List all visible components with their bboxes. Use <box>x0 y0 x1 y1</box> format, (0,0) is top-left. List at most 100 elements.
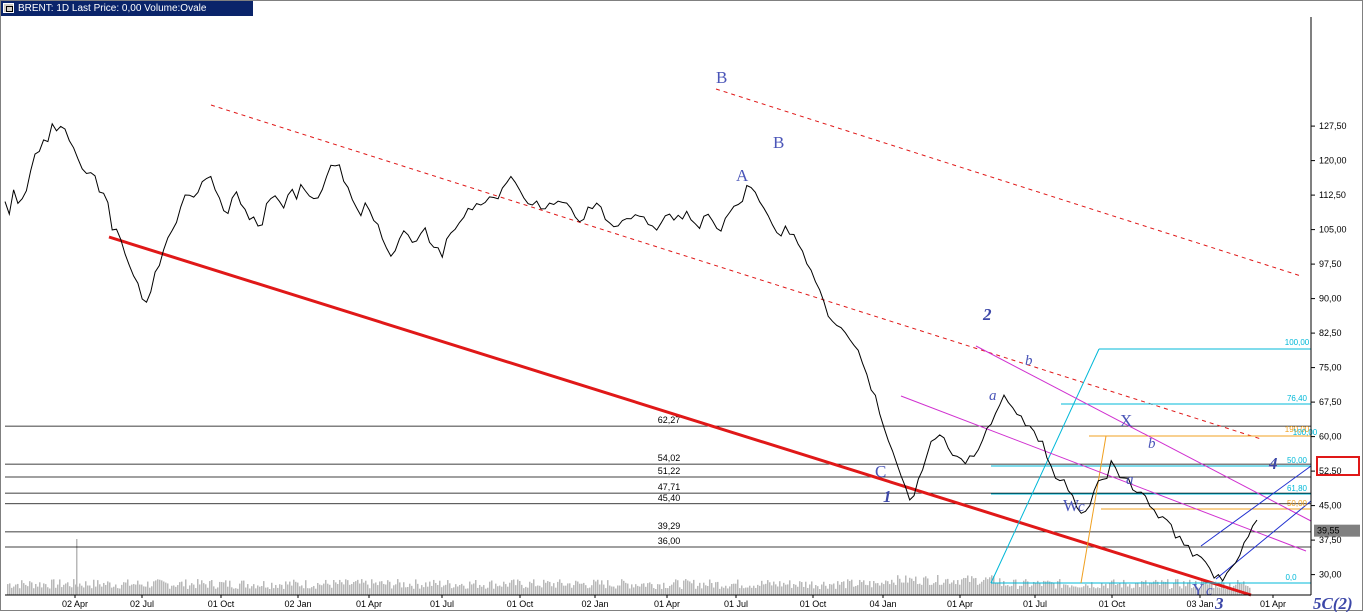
chart-title-bar[interactable]: BRENT: 1D Last Price: 0,00 Volume:Ovale <box>1 1 253 16</box>
x-tick-label: 01 Apr <box>1260 599 1286 609</box>
volume-bar <box>329 584 331 595</box>
volume-bar <box>223 582 225 595</box>
volume-bar <box>971 576 973 595</box>
long-term-support-line <box>108 235 1252 597</box>
trend-overlays: 100,00 76,40 190,00 50,00 0,0 100,00 61,80 50,0… <box>108 88 1318 597</box>
volume-bar <box>1081 587 1083 595</box>
volume-bar <box>77 586 79 595</box>
volume-bar <box>843 581 845 595</box>
volume-bar <box>695 588 697 595</box>
volume-bar <box>63 584 65 595</box>
volume-bar <box>99 584 101 595</box>
volume-bar <box>545 582 547 595</box>
volume-bar <box>689 581 691 595</box>
volume-bar <box>641 583 643 595</box>
volume-bar <box>395 584 397 595</box>
volume-bar <box>183 586 185 595</box>
volume-bar <box>919 583 921 595</box>
volume-bar <box>533 579 535 595</box>
volume-bar <box>873 581 875 595</box>
volume-bar <box>111 587 113 595</box>
volume-bar <box>1079 587 1081 595</box>
volume-bar <box>13 586 15 595</box>
volume-bar <box>1189 579 1191 595</box>
volume-bar <box>1045 581 1047 595</box>
fib-label: 0,0 <box>1285 573 1297 582</box>
volume-bar <box>687 580 689 595</box>
wave-label-three: 3 <box>1214 594 1224 612</box>
volume-bar <box>35 584 37 595</box>
volume-bar <box>645 586 647 595</box>
wave-label-A: A <box>736 166 749 185</box>
level-label: 47,71 <box>658 482 681 492</box>
volume-bar <box>1073 586 1075 595</box>
volume-bar <box>197 579 199 595</box>
x-tick-label: 02 Jul <box>130 599 154 609</box>
volume-bar <box>707 586 709 595</box>
volume-bar <box>357 579 359 595</box>
wave-label-a2: a <box>1126 472 1134 488</box>
volume-bar <box>195 588 197 595</box>
volume-bar <box>677 580 679 595</box>
volume-bar <box>1207 584 1209 595</box>
volume-bar <box>519 580 521 595</box>
volume-bar <box>87 585 89 595</box>
volume-bar <box>731 584 733 595</box>
window-system-icon[interactable] <box>3 3 14 13</box>
upper-channel-dashed <box>715 88 1302 277</box>
x-tick-label: 01 Oct <box>800 599 827 609</box>
volume-bar <box>139 584 141 595</box>
volume-bar <box>59 579 61 595</box>
volume-bar <box>621 579 623 595</box>
x-axis: 02 Apr 02 Jul 01 Oct 02 Jan 01 Apr 01 Jul 01 O… <box>62 595 1286 609</box>
volume-bar <box>93 579 95 595</box>
volume-bar <box>279 584 281 595</box>
volume-bar <box>797 586 799 595</box>
volume-bar <box>213 586 215 595</box>
volume-bar <box>567 583 569 595</box>
x-tick-label: 01 Apr <box>356 599 382 609</box>
volume-bar <box>935 582 937 595</box>
volume-bar <box>891 579 893 595</box>
volume-bar <box>477 587 479 595</box>
volume-bar <box>1013 579 1015 595</box>
volume-bar <box>973 578 975 595</box>
volume-bar <box>837 581 839 595</box>
volume-bar <box>1113 579 1115 595</box>
volume-bar <box>757 584 759 595</box>
volume-bar <box>869 581 871 595</box>
volume-bar <box>933 583 935 595</box>
volume-bar <box>1241 583 1243 595</box>
volume-bar <box>407 586 409 595</box>
volume-bar <box>1011 585 1013 595</box>
volume-bar <box>479 584 481 595</box>
volume-bar <box>943 582 945 595</box>
volume-bar <box>249 588 251 595</box>
volume-bar <box>591 585 593 595</box>
volume-bar <box>359 583 361 595</box>
x-tick-label: 01 Jul <box>724 599 748 609</box>
volume-bar <box>389 581 391 595</box>
volume-bar <box>1137 582 1139 595</box>
lower-channel-dashed <box>210 104 1262 440</box>
volume-bar <box>169 588 171 595</box>
volume-bar <box>663 582 665 595</box>
volume-bar <box>831 584 833 595</box>
volume-bar <box>419 588 421 595</box>
wave-label-B_top: B <box>716 68 727 87</box>
volume-bar <box>1195 581 1197 595</box>
volume-bar <box>217 587 219 595</box>
volume-bar <box>65 583 67 595</box>
volume-bar <box>903 582 905 595</box>
volume-bar <box>21 580 23 595</box>
volume-bar <box>1001 586 1003 595</box>
volume-bar <box>409 583 411 595</box>
volume-bar <box>413 588 415 595</box>
volume-bar <box>51 579 53 595</box>
volume-bar <box>1063 584 1065 595</box>
wave-label-b1: b <box>1025 353 1033 369</box>
volume-bar <box>993 576 995 595</box>
volume-bar <box>1223 582 1225 595</box>
volume-bar <box>1123 579 1125 595</box>
